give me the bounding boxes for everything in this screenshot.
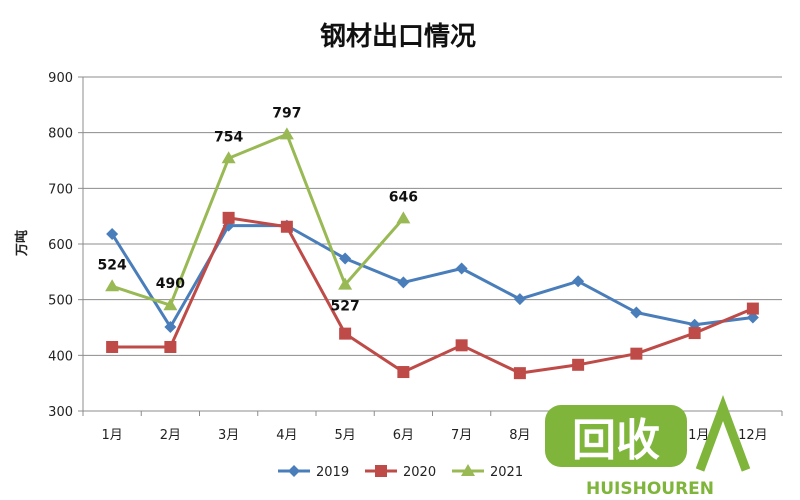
gridlines: [83, 76, 782, 412]
data-point: [339, 327, 352, 340]
y-tick-label: 600: [48, 238, 73, 253]
series-line: [110, 224, 754, 329]
x-tick-label: 6月: [393, 428, 414, 443]
watermark-mountain-icon: [695, 395, 751, 472]
data-point: [746, 302, 759, 315]
data-label: 646: [389, 189, 418, 205]
legend-label: 2020: [403, 465, 436, 480]
data-point: [572, 275, 585, 288]
data-point: [279, 127, 294, 140]
series-line: [112, 216, 754, 375]
x-tick-label: 1月: [101, 428, 122, 443]
chart-title: 钢材出口情况: [320, 22, 476, 52]
x-tick-label: 3月: [218, 428, 239, 443]
data-point: [688, 327, 701, 340]
series-2019: [106, 219, 759, 333]
watermark-logo: 回收 HUISHOUREN: [545, 395, 751, 499]
legend-item-2020: 2020: [365, 465, 436, 480]
watermark-logo-text: 回收: [572, 415, 660, 466]
data-point: [397, 276, 410, 289]
x-tick-label: 11月: [680, 428, 710, 443]
y-tick-label: 800: [48, 127, 73, 142]
data-point: [106, 227, 119, 240]
data-point: [455, 339, 468, 352]
data-point: [513, 367, 526, 380]
data-point: [339, 252, 352, 265]
x-tick-label: 7月: [451, 428, 472, 443]
data-label: 797: [272, 105, 301, 121]
legend-item-2019: 2019: [278, 465, 349, 480]
x-tick-label: 4月: [276, 428, 297, 443]
data-point: [513, 293, 526, 306]
data-point: [630, 347, 643, 360]
data-label: 490: [156, 276, 185, 292]
watermark-logo-plate: [545, 405, 687, 467]
series-group: [105, 127, 759, 380]
data-point: [338, 277, 353, 290]
x-tick-label: 8月: [509, 428, 530, 443]
data-point: [630, 306, 643, 319]
series-line: [111, 132, 405, 307]
data-point: [164, 340, 177, 353]
watermark-brand-text: HUISHOUREN: [586, 479, 714, 499]
legend-swatch-marker: [288, 465, 300, 477]
data-point: [105, 279, 120, 292]
x-tick-label: 5月: [334, 428, 355, 443]
axes: 3004005006007008009001月2月3月4月5月6月7月8月9月1…: [48, 71, 783, 443]
data-point: [106, 340, 119, 353]
y-axis-label: 万吨: [14, 230, 30, 257]
y-tick-label: 300: [48, 405, 73, 420]
data-point: [221, 151, 236, 164]
y-tick-label: 900: [48, 71, 73, 86]
data-point: [455, 262, 468, 275]
data-point: [396, 211, 411, 224]
data-point: [164, 320, 177, 333]
data-label: 754: [214, 129, 243, 145]
data-point: [163, 298, 178, 311]
legend: 2019 2020 2021: [278, 464, 523, 480]
legend-swatch-marker: [461, 464, 475, 476]
series-2021: [105, 127, 411, 311]
data-label: 527: [331, 299, 360, 315]
data-label: 524: [98, 257, 127, 273]
x-tick-label: 12月: [738, 428, 768, 443]
data-labels: 524 490 754 797 527 646: [98, 105, 418, 314]
data-point: [222, 211, 235, 224]
y-tick-label: 700: [48, 182, 73, 197]
legend-label: 2021: [490, 465, 523, 480]
data-point: [397, 366, 410, 379]
data-point: [572, 358, 585, 371]
series-2020: [106, 211, 759, 380]
y-tick-label: 400: [48, 349, 73, 364]
legend-label: 2019: [316, 465, 349, 480]
legend-item-2021: 2021: [452, 464, 523, 480]
legend-swatch-marker: [375, 465, 387, 477]
x-tick-label: 2月: [160, 428, 181, 443]
data-point: [280, 220, 293, 233]
y-tick-label: 500: [48, 294, 73, 309]
